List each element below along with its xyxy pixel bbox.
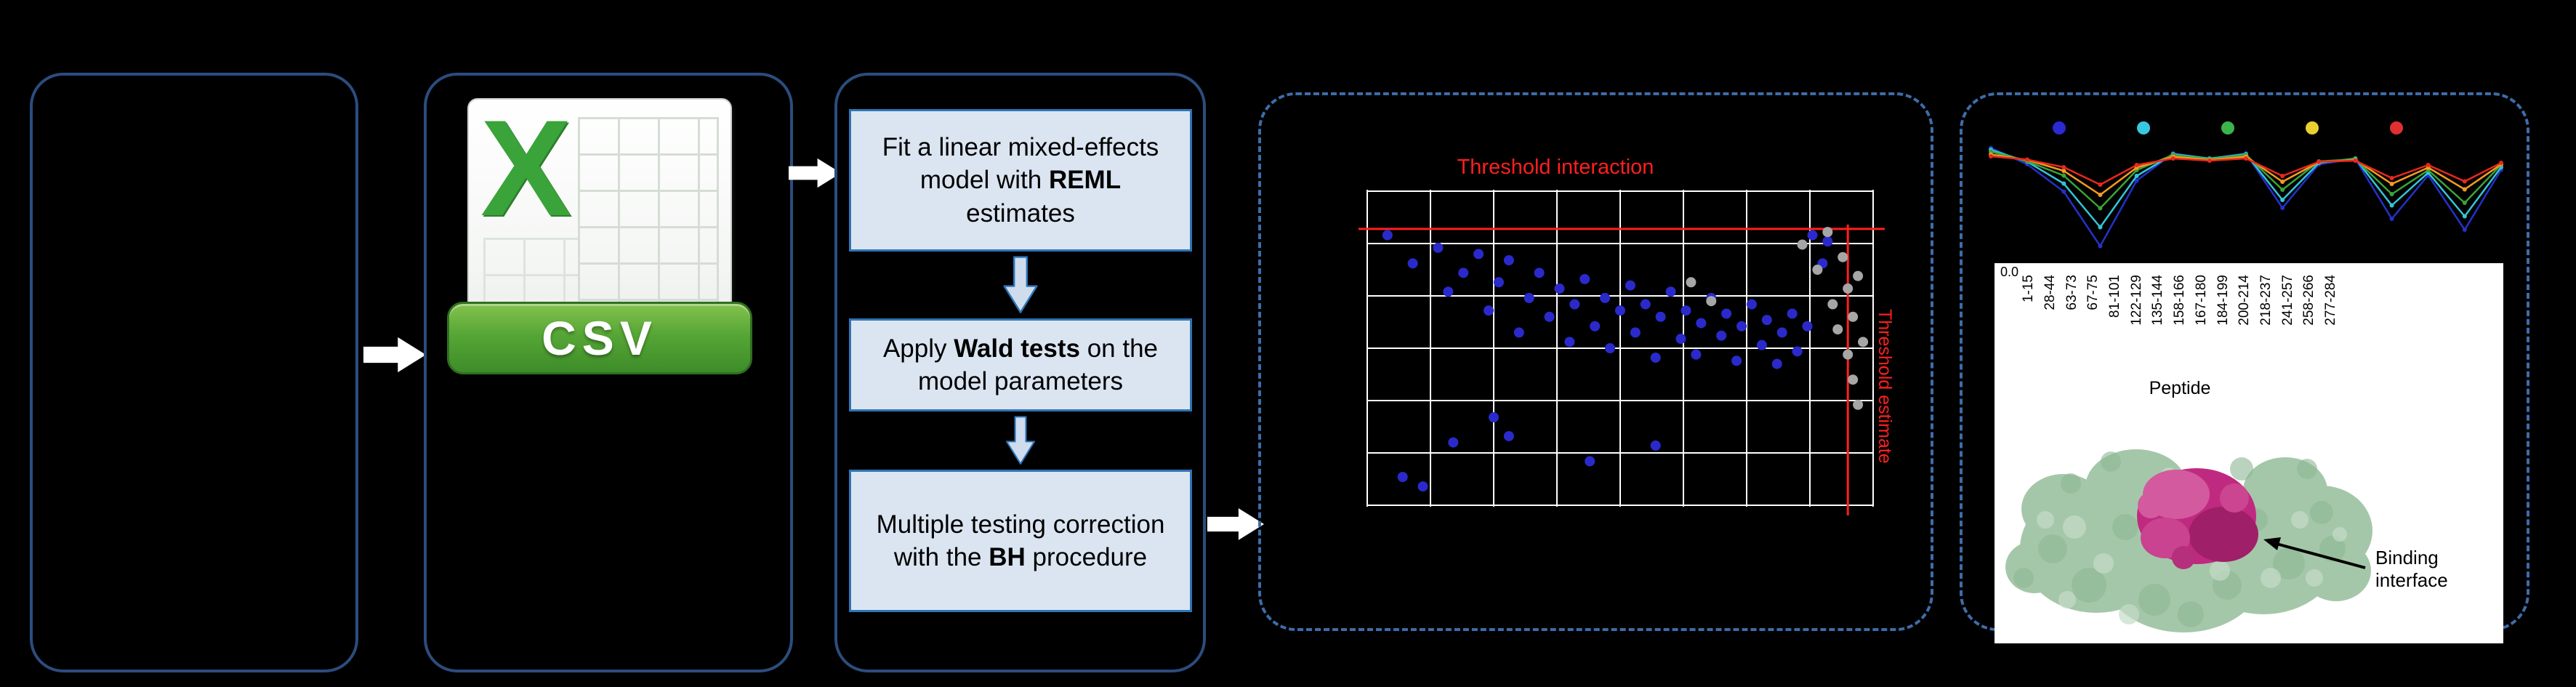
- pipeline-step-text: Apply Wald tests on the model parameters: [882, 334, 1159, 396]
- arrow-down-icon: [1005, 416, 1036, 465]
- peptide-tick-label: 277-284: [2322, 275, 2338, 326]
- peptide-tick-label: 122-129: [2128, 275, 2144, 326]
- csv-banner-label: CSV: [542, 311, 658, 365]
- peptide-tick-label: 1-15: [2021, 275, 2037, 303]
- input-data-box: [30, 73, 358, 672]
- plot-grid: [1367, 190, 1874, 507]
- peptide-tick-label: 184-199: [2215, 275, 2231, 326]
- peptide-tick-label: 67-75: [2085, 275, 2101, 310]
- peptide-tick-label: 81-101: [2107, 275, 2123, 318]
- peptide-tick-label: 158-166: [2172, 275, 2188, 326]
- peptide-tick-label: 167-180: [2193, 275, 2209, 326]
- pipeline-step-text: Multiple testing correction with the BH …: [876, 510, 1165, 572]
- binding-interface-region: [2137, 468, 2258, 569]
- y-axis-tick: 0.0: [2000, 265, 2019, 279]
- arrow-right-icon: [363, 337, 426, 373]
- arrow-right-icon: [789, 158, 841, 188]
- arrow-down-icon: [1003, 256, 1038, 313]
- peptide-tick-label: 63-73: [2064, 275, 2080, 310]
- peptide-axis-ticks: 1-15 28-44 63-73 67-75 81-101 122-129 135-144 1…: [2018, 275, 2342, 385]
- peptide-tick-label: 135-144: [2150, 275, 2166, 326]
- spreadsheet-grid: [483, 238, 578, 306]
- scatter-points: [1382, 227, 1869, 492]
- threshold-scatter-plot: Threshold estimate: [1359, 190, 1895, 515]
- threshold-interaction-label: Threshold interaction: [1457, 156, 1654, 179]
- protein-surface-shadows: [2013, 451, 2346, 627]
- binding-interface-annotation: Binding interface: [2375, 547, 2448, 592]
- pipeline-step-text: Fit a linear mixed-effects model with RE…: [882, 132, 1159, 228]
- pipeline-step-bh: Multiple testing correction with the BH …: [849, 470, 1192, 612]
- spreadsheet-grid: [578, 117, 719, 306]
- excel-x-glyph: X: [480, 92, 572, 244]
- peptide-tick-label: 200-214: [2237, 275, 2253, 326]
- annotation-arrow-icon: [2263, 537, 2366, 569]
- peptide-axis-label: Peptide: [2149, 378, 2211, 398]
- csv-banner: CSV: [447, 302, 752, 374]
- csv-sheet: X: [467, 92, 732, 340]
- uptake-line-plot: [1989, 121, 2503, 249]
- peptide-tick-label: 218-237: [2258, 275, 2274, 326]
- pipeline-step-wald: Apply Wald tests on the model parameters: [849, 318, 1192, 411]
- results-scatter-box: [1258, 92, 1933, 631]
- uptake-series: [1989, 145, 2503, 249]
- threshold-lines: [1359, 224, 1885, 515]
- timepoint-legend-dots: [2053, 121, 2403, 134]
- peptide-tick-label: 28-44: [2042, 275, 2058, 310]
- peptide-tick-label: 241-257: [2279, 275, 2295, 326]
- csv-file-icon: X CSV: [447, 92, 752, 374]
- threshold-estimate-label: Threshold estimate: [1875, 309, 1895, 464]
- pipeline-step-reml: Fit a linear mixed-effects model with RE…: [849, 109, 1192, 252]
- protein-structure-image: [2005, 449, 2372, 632]
- peptide-tick-label: 258-266: [2301, 275, 2317, 326]
- arrow-right-icon: [1207, 508, 1264, 540]
